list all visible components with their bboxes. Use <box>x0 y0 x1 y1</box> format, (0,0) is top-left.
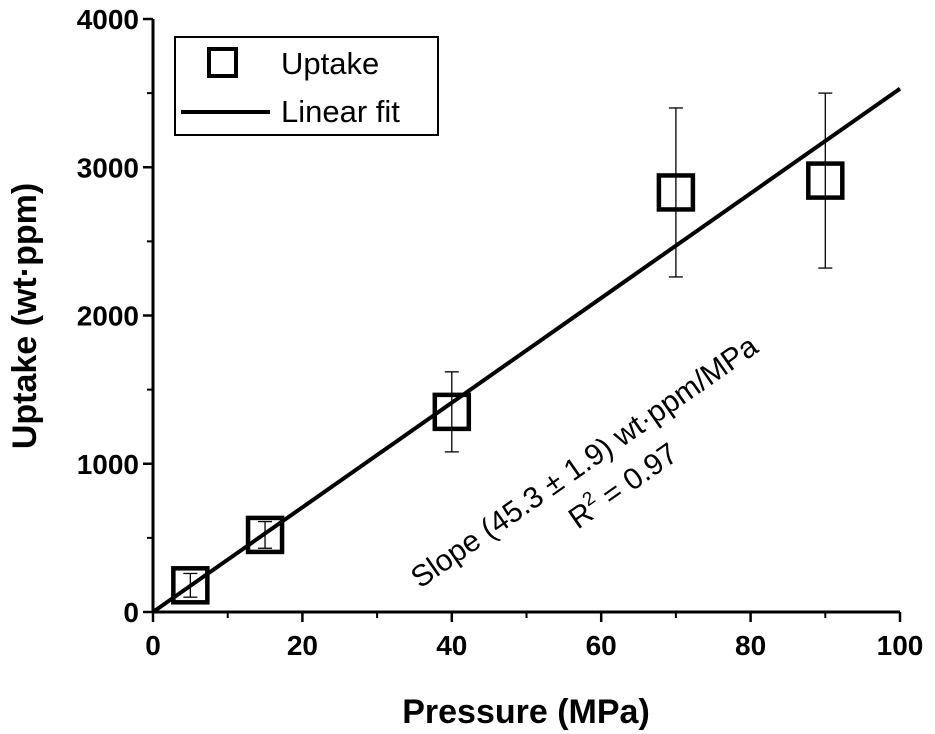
legend: Uptake Linear fit <box>174 36 439 136</box>
legend-label-linear-fit: Linear fit <box>281 94 400 129</box>
x-tick-label: 100 <box>877 630 924 661</box>
legend-frame <box>174 36 439 136</box>
uptake-data-point <box>656 173 696 212</box>
y-tick-label: 4000 <box>77 4 139 35</box>
y-tick-label: 3000 <box>77 152 139 183</box>
x-tick-label: 80 <box>735 630 766 661</box>
x-tick-label: 40 <box>436 630 467 661</box>
uptake-data-point <box>432 392 472 432</box>
x-axis-label: Pressure (MPa) <box>402 693 650 731</box>
y-tick-label: 0 <box>123 597 139 628</box>
y-axis-label: Uptake (wt·ppm) <box>6 183 44 449</box>
x-tick-label: 60 <box>586 630 617 661</box>
legend-label-uptake: Uptake <box>281 46 379 81</box>
fit-annotations: Slope (45.3 ± 1.9) wt·ppm/MPa R2 = 0.97 <box>405 330 764 595</box>
data-series <box>151 87 902 614</box>
slope-annotation: Slope (45.3 ± 1.9) wt·ppm/MPa <box>405 330 764 595</box>
uptake-data-point <box>245 515 285 555</box>
y-tick-label: 1000 <box>77 449 139 480</box>
linear-fit-line <box>151 87 902 614</box>
legend-square-marker <box>207 47 238 78</box>
y-tick-label: 2000 <box>77 301 139 332</box>
uptake-data-point <box>171 566 210 605</box>
x-tick-label: 0 <box>145 630 161 661</box>
x-tick-label: 20 <box>287 630 318 661</box>
uptake-data-point <box>806 161 845 200</box>
